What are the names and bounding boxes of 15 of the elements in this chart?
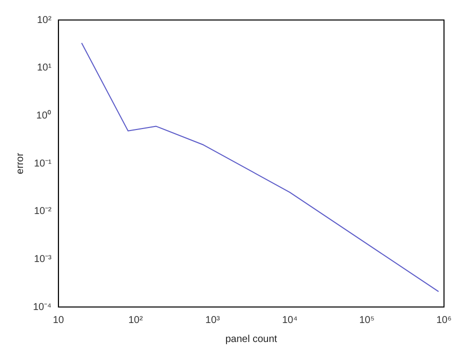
x-tick-label: 10³ [205, 314, 221, 326]
y-tick-label: 10² [36, 14, 52, 26]
x-tick-label: 10 [52, 314, 64, 326]
y-tick-label: 10⁻⁴ [33, 302, 52, 313]
x-tick-label: 10² [128, 314, 144, 326]
y-tick-label: 10⁻¹ [34, 158, 52, 170]
x-axis-title: panel count [225, 334, 278, 345]
x-tick-label: 10⁴ [282, 314, 298, 326]
y-tick-label: 10⁰ [36, 109, 52, 122]
x-tick-label: 10⁶ [436, 314, 452, 326]
y-axis-title: error [14, 152, 26, 174]
y-tick-label: 10⁻³ [34, 254, 52, 265]
y-tick-label: 10¹ [36, 62, 52, 74]
y-tick-label: 10⁻² [34, 206, 52, 218]
x-tick-label: 10⁵ [359, 314, 375, 326]
